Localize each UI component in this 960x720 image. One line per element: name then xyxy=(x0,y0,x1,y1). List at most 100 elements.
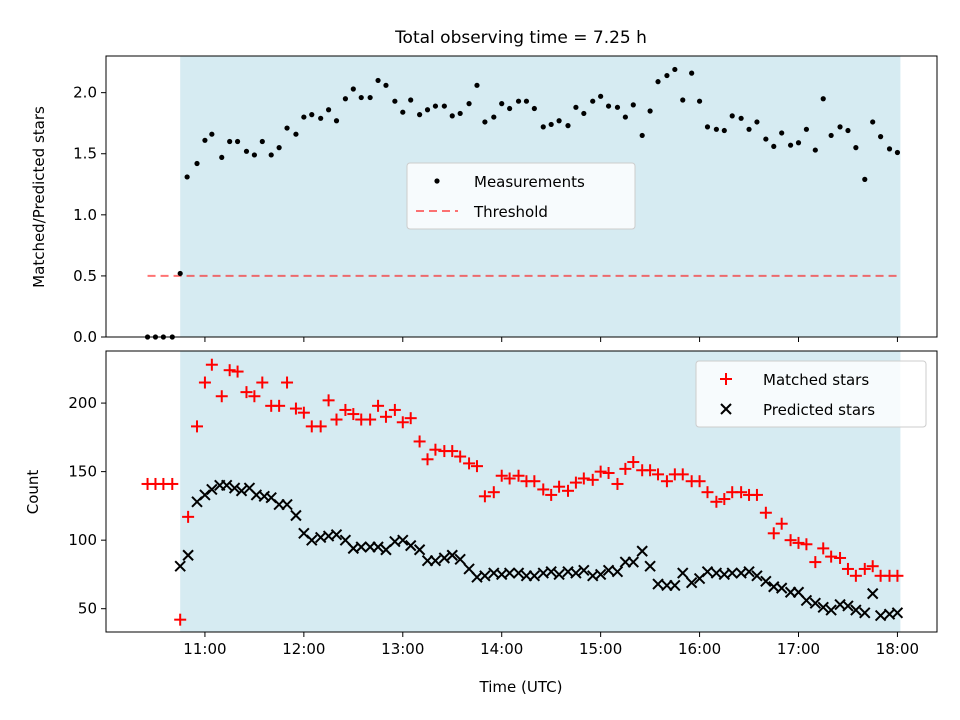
x-tick-label: 15:00 xyxy=(579,640,622,658)
predicted-point xyxy=(874,609,887,622)
matched-point xyxy=(619,462,632,475)
matched-point xyxy=(660,475,673,488)
matched-point xyxy=(322,394,335,407)
matched-point xyxy=(495,469,508,482)
matched-point xyxy=(256,376,269,389)
measurement-point xyxy=(375,77,381,84)
measurement-point xyxy=(499,101,505,107)
measurement-point xyxy=(309,112,315,118)
matched-point xyxy=(231,365,244,378)
measurement-point xyxy=(491,114,497,120)
predicted-point xyxy=(306,534,318,546)
predicted-point xyxy=(669,579,681,592)
measurement-point xyxy=(251,152,257,158)
matched-point xyxy=(205,358,218,371)
measurement-point xyxy=(565,123,571,129)
matched-point xyxy=(750,488,763,501)
legend-matched-marker xyxy=(720,373,732,385)
measurement-point xyxy=(894,149,901,156)
measurement-point xyxy=(556,118,562,124)
y-tick-label: 0.5 xyxy=(73,267,97,285)
predicted-point xyxy=(182,549,194,561)
measurement-point xyxy=(771,143,777,150)
matched-point xyxy=(602,466,615,479)
matched-point xyxy=(478,490,491,503)
x-tick-label: 11:00 xyxy=(183,640,226,658)
measurement-point xyxy=(202,137,208,143)
measurement-point xyxy=(598,93,604,99)
matched-point xyxy=(512,469,525,482)
matched-point xyxy=(198,376,211,389)
matched-point xyxy=(710,495,723,508)
x-axis-label: Time (UTC) xyxy=(479,678,563,696)
matched-point xyxy=(858,562,871,575)
measurement-point xyxy=(779,130,785,136)
count-panel: 50 100 150 200 11:00 12:00 13:00 14:00 15:00 16:… xyxy=(24,350,938,658)
measurement-point xyxy=(795,140,802,146)
y-tick-label: 100 xyxy=(68,531,97,549)
measurement-point xyxy=(812,147,818,153)
count-panel-frame xyxy=(105,350,938,633)
measurement-point xyxy=(828,132,834,139)
matched-point xyxy=(792,536,805,549)
x-tick-label: 17:00 xyxy=(777,640,820,658)
measurement-point xyxy=(862,176,868,182)
measurement-point xyxy=(209,131,215,137)
measurement-point xyxy=(647,108,653,114)
y-tick-label: 150 xyxy=(68,463,97,481)
matched-point xyxy=(347,408,360,421)
predicted-point xyxy=(220,479,233,492)
measurement-point xyxy=(243,148,250,154)
measurement-point xyxy=(367,94,373,101)
measurement-point xyxy=(466,101,472,107)
measurement-point xyxy=(664,72,670,79)
matched-point xyxy=(537,483,550,496)
matched-point xyxy=(273,399,286,412)
measurement-point xyxy=(655,79,661,85)
measurement-point xyxy=(689,70,695,76)
matched-point xyxy=(421,453,434,466)
series-matched-stars xyxy=(141,358,904,626)
measurement-point xyxy=(581,110,587,117)
predicted-point xyxy=(512,567,525,579)
x-tick-label: 13:00 xyxy=(381,640,424,658)
measurement-point xyxy=(301,114,307,120)
predicted-point xyxy=(611,565,624,578)
ratio-legend-box xyxy=(406,162,636,230)
y-tick-label: 50 xyxy=(78,600,97,618)
matched-point xyxy=(676,468,689,481)
measurement-point xyxy=(704,124,711,130)
matched-point xyxy=(652,468,665,481)
measurement-point xyxy=(820,96,826,102)
matched-point xyxy=(701,486,714,499)
matched-point xyxy=(553,480,566,493)
measurement-point xyxy=(746,126,752,132)
matched-point xyxy=(841,562,854,575)
matched-point xyxy=(611,477,624,490)
measurement-point xyxy=(614,104,621,110)
measurement-point xyxy=(184,174,190,180)
predicted-point xyxy=(859,607,871,619)
matched-point xyxy=(849,569,862,582)
measurement-point xyxy=(424,107,431,113)
measurement-point xyxy=(474,82,480,88)
measurement-point xyxy=(219,154,225,161)
predicted-point xyxy=(404,539,417,552)
matched-point xyxy=(191,420,204,433)
matched-point xyxy=(825,550,838,563)
matched-point xyxy=(364,413,377,426)
matched-point xyxy=(528,475,541,488)
y-tick-label: 0.0 xyxy=(73,328,97,346)
predicted-point xyxy=(413,544,426,556)
predicted-point xyxy=(290,509,302,522)
predicted-point xyxy=(701,565,714,578)
legend-matched-label: Matched stars xyxy=(763,371,869,389)
matched-point xyxy=(174,613,187,626)
ratio-panel: 0.00.51.01.52.0 Matched/Predicted stars … xyxy=(30,55,938,346)
y-tick-label: 200 xyxy=(68,394,97,412)
x-tick-label: 16:00 xyxy=(678,640,721,658)
predicted-point xyxy=(174,560,186,572)
x-tick-label: 14:00 xyxy=(480,640,523,658)
measurement-point xyxy=(449,113,455,119)
matched-point xyxy=(388,403,401,416)
